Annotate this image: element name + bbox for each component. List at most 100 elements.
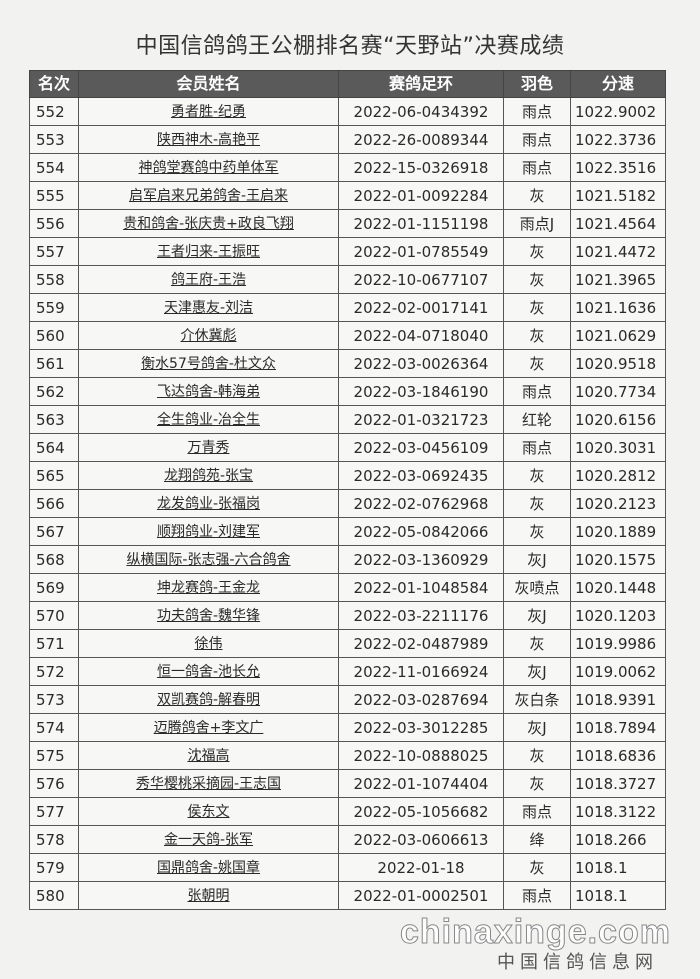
- cell-member-name: 侯东文: [78, 797, 339, 826]
- table-row: 555 启军启来兄弟鸽舍-王启来 2022-01-0092284 灰 1021.5182: [29, 181, 666, 210]
- cell-rank: 560: [29, 321, 79, 350]
- table-row: 559 天津惠友-刘洁 2022-02-0017141 灰 1021.1636: [29, 293, 666, 322]
- cell-rank: 570: [29, 601, 79, 630]
- cell-ring-number: 2022-03-2211176: [338, 601, 504, 630]
- cell-member-name: 全生鸽业-冶全生: [78, 405, 339, 434]
- cell-speed: 1020.1448: [570, 573, 666, 602]
- cell-member-name: 启军启来兄弟鸽舍-王启来: [78, 181, 339, 210]
- cell-rank: 561: [29, 349, 79, 378]
- cell-rank: 566: [29, 489, 79, 518]
- cell-ring-number: 2022-01-1151198: [338, 209, 504, 238]
- cell-rank: 578: [29, 825, 79, 854]
- table-row: 579 国鼎鸽舍-姚国章 2022-01-18 灰 1018.1: [29, 853, 666, 882]
- cell-ring-number: 2022-03-1846190: [338, 377, 504, 406]
- cell-plumage: 雨点: [503, 797, 571, 826]
- table-row: 554 神鸽堂赛鸽中药单体军 2022-15-0326918 雨点 1022.3516: [29, 153, 666, 182]
- cell-member-name: 万青秀: [78, 433, 339, 462]
- cell-rank: 555: [29, 181, 79, 210]
- cell-rank: 571: [29, 629, 79, 658]
- cell-speed: 1018.7894: [570, 713, 666, 742]
- table-row: 562 飞达鸽舍-韩海弟 2022-03-1846190 雨点 1020.7734: [29, 377, 666, 406]
- cell-speed: 1018.266: [570, 825, 666, 854]
- cell-ring-number: 2022-03-0606613: [338, 825, 504, 854]
- cell-speed: 1021.1636: [570, 293, 666, 322]
- cell-plumage: 雨点: [503, 97, 571, 126]
- table-row: 568 纵横国际-张志强-六合鸽舍 2022-03-1360929 灰J 1020.15…: [29, 545, 666, 574]
- header-ring-number: 赛鸽足环: [338, 70, 504, 98]
- cell-speed: 1021.0629: [570, 321, 666, 350]
- cell-rank: 576: [29, 769, 79, 798]
- cell-speed: 1018.1: [570, 853, 666, 882]
- cell-rank: 574: [29, 713, 79, 742]
- cell-speed: 1022.3736: [570, 125, 666, 154]
- table-row: 575 沈福高 2022-10-0888025 灰 1018.6836: [29, 741, 666, 770]
- cell-plumage: 灰: [503, 265, 571, 294]
- table-row: 557 王者归来-王振旺 2022-01-0785549 灰 1021.4472: [29, 237, 666, 266]
- cell-member-name: 张朝明: [78, 881, 339, 910]
- cell-ring-number: 2022-01-0092284: [338, 181, 504, 210]
- cell-ring-number: 2022-10-0888025: [338, 741, 504, 770]
- cell-ring-number: 2022-26-0089344: [338, 125, 504, 154]
- cell-speed: 1018.3122: [570, 797, 666, 826]
- cell-member-name: 鸽王府-王浩: [78, 265, 339, 294]
- table-row: 553 陕西神木-高艳平 2022-26-0089344 雨点 1022.3736: [29, 125, 666, 154]
- cell-rank: 557: [29, 237, 79, 266]
- cell-member-name: 勇者胜-纪勇: [78, 97, 339, 126]
- cell-plumage: 灰: [503, 629, 571, 658]
- table-row: 574 迈腾鸽舍+李文广 2022-03-3012285 灰J 1018.7894: [29, 713, 666, 742]
- cell-plumage: 灰: [503, 853, 571, 882]
- table-row: 564 万青秀 2022-03-0456109 雨点 1020.3031: [29, 433, 666, 462]
- cell-ring-number: 2022-03-0692435: [338, 461, 504, 490]
- table-row: 566 龙发鸽业-张福岗 2022-02-0762968 灰 1020.2123: [29, 489, 666, 518]
- cell-member-name: 国鼎鸽舍-姚国章: [78, 853, 339, 882]
- cell-plumage: 红轮: [503, 405, 571, 434]
- cell-plumage: 灰: [503, 769, 571, 798]
- cell-rank: 552: [29, 97, 79, 126]
- cell-rank: 577: [29, 797, 79, 826]
- cell-plumage: 雨点: [503, 125, 571, 154]
- cell-rank: 559: [29, 293, 79, 322]
- cell-speed: 1020.1575: [570, 545, 666, 574]
- header-speed: 分速: [570, 70, 666, 98]
- cell-plumage: 灰J: [503, 601, 571, 630]
- cell-plumage: 灰: [503, 237, 571, 266]
- cell-plumage: 雨点: [503, 153, 571, 182]
- cell-ring-number: 2022-02-0017141: [338, 293, 504, 322]
- table-row: 572 恒一鸽舍-池长允 2022-11-0166924 灰J 1019.0062: [29, 657, 666, 686]
- cell-speed: 1021.3965: [570, 265, 666, 294]
- cell-speed: 1020.3031: [570, 433, 666, 462]
- cell-ring-number: 2022-05-0842066: [338, 517, 504, 546]
- cell-rank: 562: [29, 377, 79, 406]
- cell-ring-number: 2022-03-0026364: [338, 349, 504, 378]
- cell-member-name: 双凯赛鸽-解春明: [78, 685, 339, 714]
- cell-plumage: 绛: [503, 825, 571, 854]
- cell-speed: 1021.4472: [570, 237, 666, 266]
- table-row: 570 功夫鸽舍-魏华锋 2022-03-2211176 灰J 1020.1203: [29, 601, 666, 630]
- cell-member-name: 神鸽堂赛鸽中药单体军: [78, 153, 339, 182]
- table-row: 567 顺翔鸽业-刘建军 2022-05-0842066 灰 1020.1889: [29, 517, 666, 546]
- cell-speed: 1020.9518: [570, 349, 666, 378]
- cell-speed: 1019.9986: [570, 629, 666, 658]
- cell-rank: 580: [29, 881, 79, 910]
- cell-ring-number: 2022-01-0785549: [338, 237, 504, 266]
- cell-speed: 1020.2812: [570, 461, 666, 490]
- cell-member-name: 迈腾鸽舍+李文广: [78, 713, 339, 742]
- table-header-row: 名次 会员姓名 赛鸽足环 羽色 分速: [29, 70, 666, 98]
- results-table: 名次 会员姓名 赛鸽足环 羽色 分速 552 勇者胜-纪勇 2022-06-0434…: [29, 70, 666, 910]
- cell-ring-number: 2022-03-1360929: [338, 545, 504, 574]
- cell-member-name: 衡水57号鸽舍-杜文众: [78, 349, 339, 378]
- cell-member-name: 纵横国际-张志强-六合鸽舍: [78, 545, 339, 574]
- cell-ring-number: 2022-02-0762968: [338, 489, 504, 518]
- cell-rank: 569: [29, 573, 79, 602]
- table-row: 565 龙翔鸽苑-张宝 2022-03-0692435 灰 1020.2812: [29, 461, 666, 490]
- cell-ring-number: 2022-03-3012285: [338, 713, 504, 742]
- cell-plumage: 灰: [503, 349, 571, 378]
- cell-ring-number: 2022-15-0326918: [338, 153, 504, 182]
- cell-plumage: 灰J: [503, 657, 571, 686]
- cell-member-name: 秀华樱桃采摘园-王志国: [78, 769, 339, 798]
- cell-rank: 554: [29, 153, 79, 182]
- cell-member-name: 金一天鸽-张军: [78, 825, 339, 854]
- cell-rank: 575: [29, 741, 79, 770]
- cell-rank: 565: [29, 461, 79, 490]
- cell-speed: 1018.1: [570, 881, 666, 910]
